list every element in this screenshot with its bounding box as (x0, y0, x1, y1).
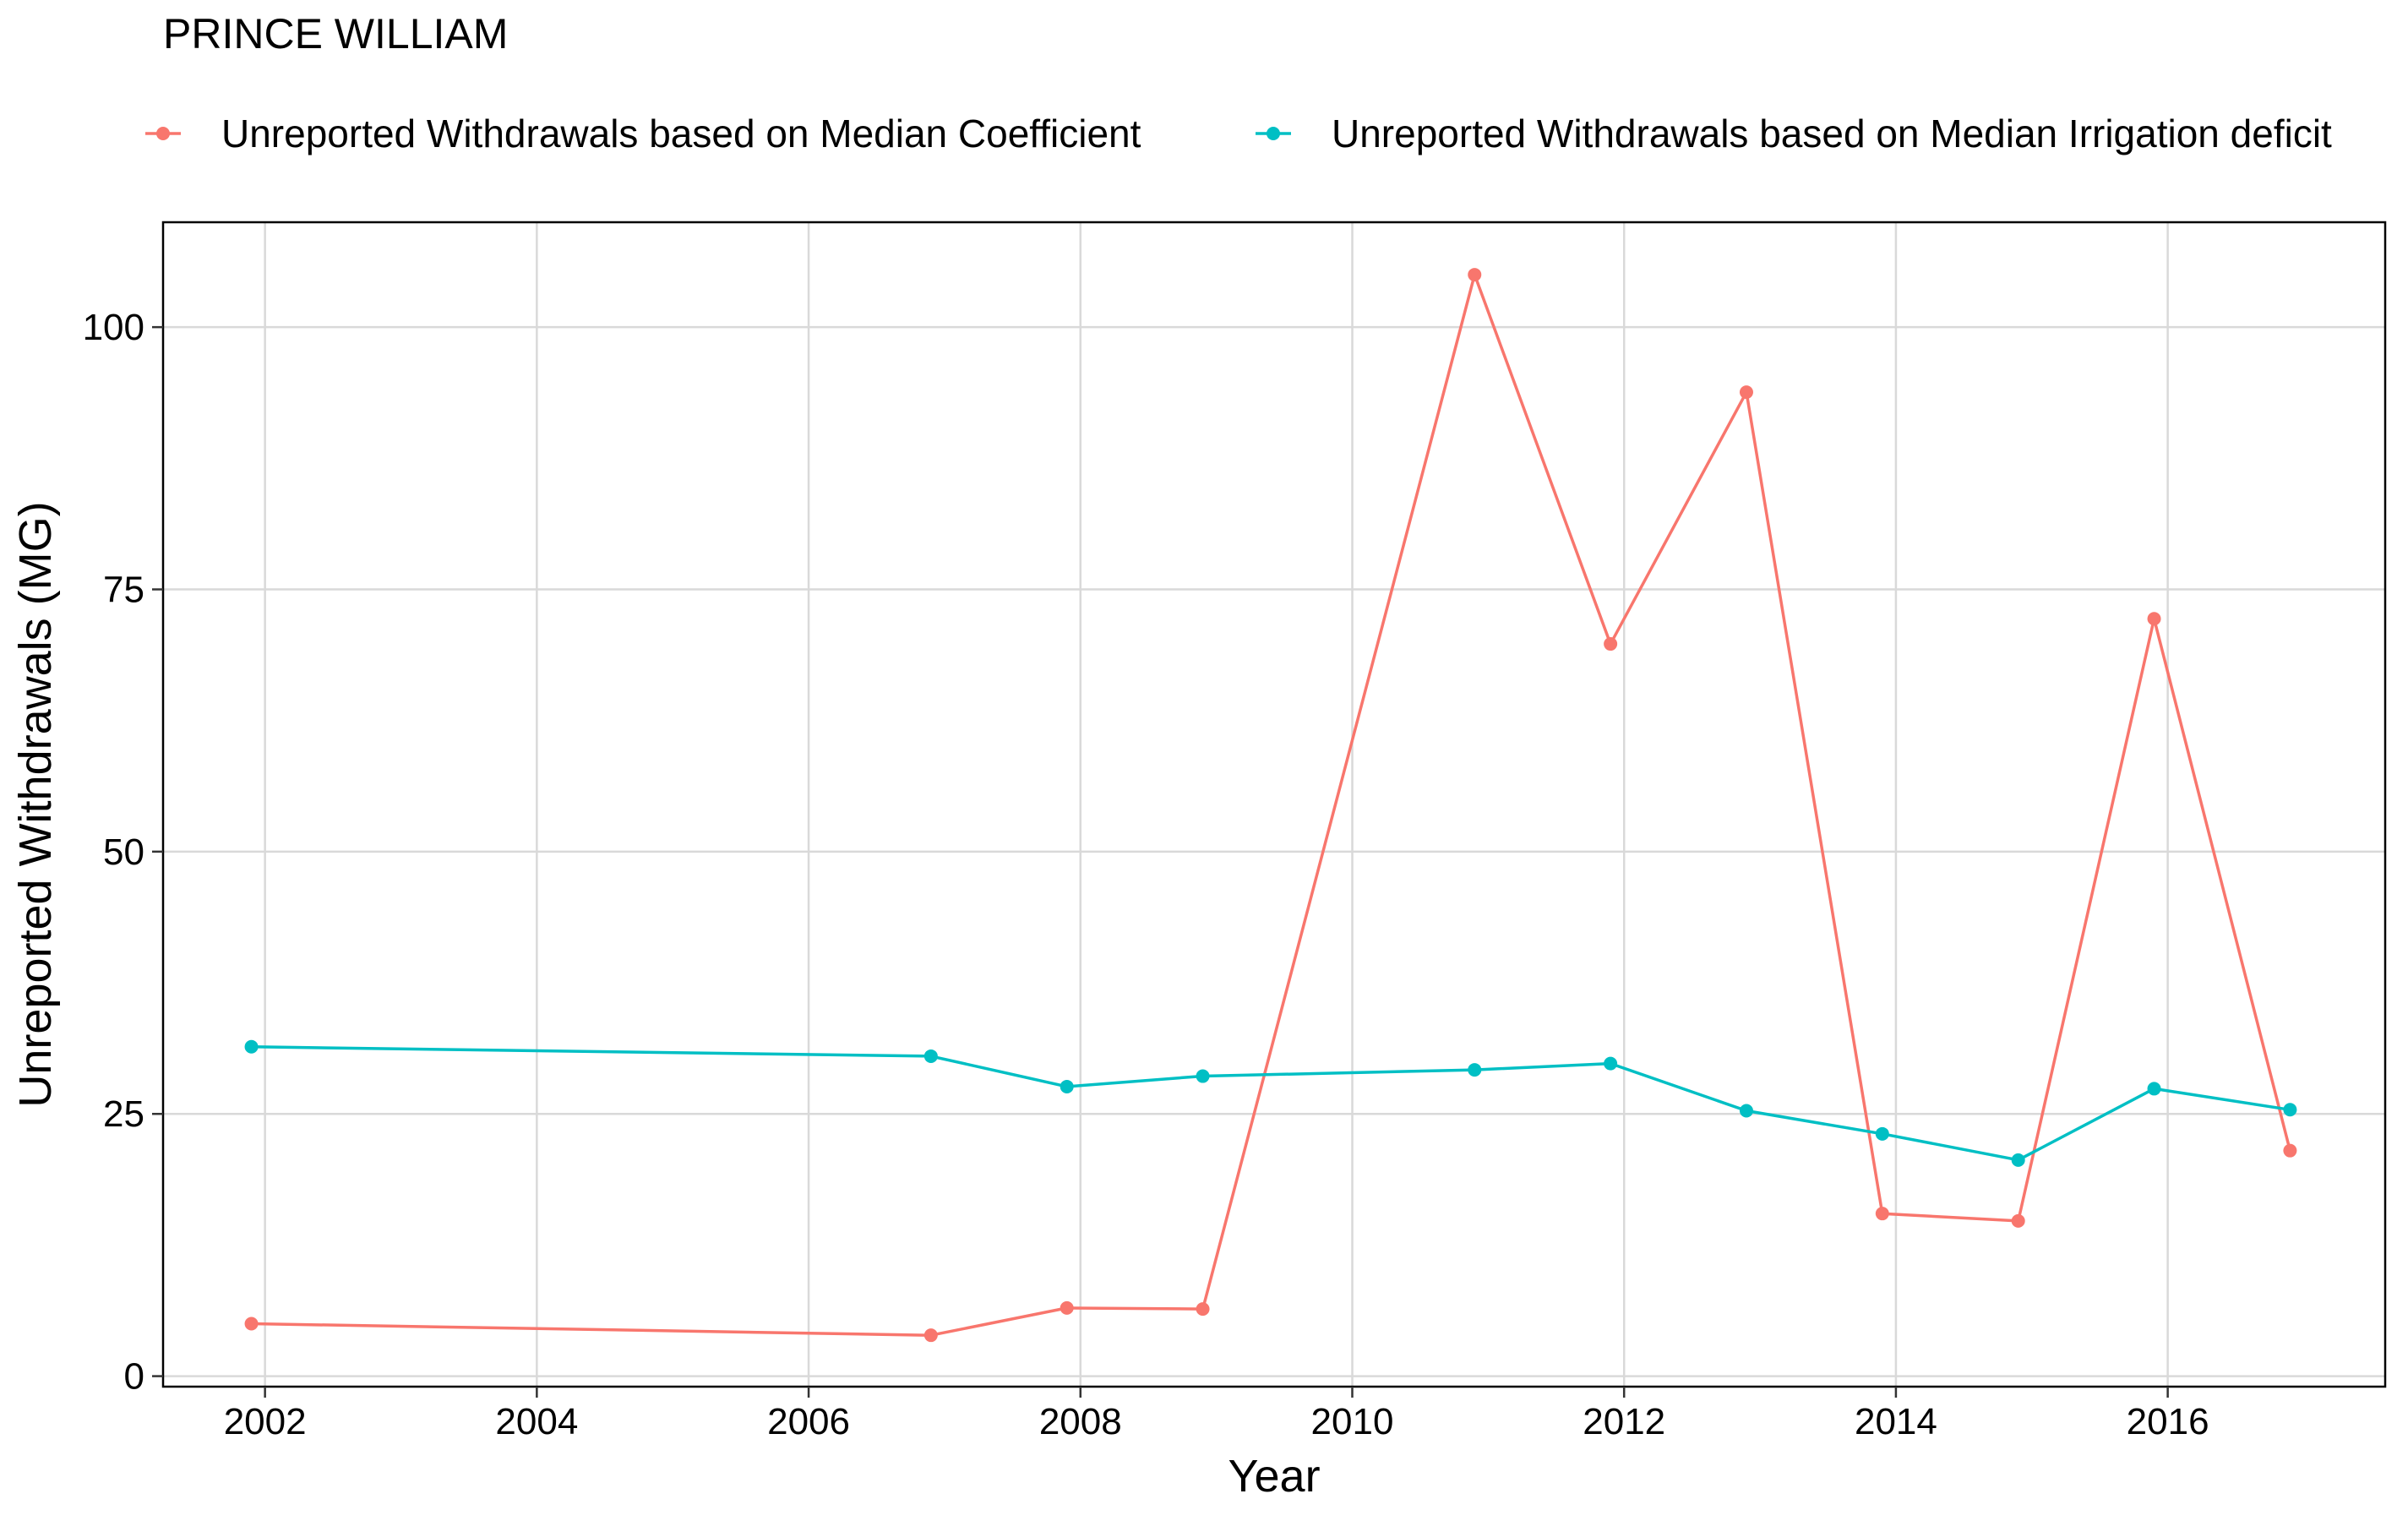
plot-border (161, 221, 2387, 1388)
y-tick-label: 0 (124, 1356, 144, 1398)
x-tick-label: 2002 (224, 1401, 307, 1442)
y-axis: 0 25 50 75 100 (83, 307, 163, 1398)
data-point (2011, 1153, 2025, 1167)
data-point (2283, 1103, 2297, 1117)
data-point (1875, 1126, 1889, 1141)
data-point (244, 1317, 259, 1331)
series-2 (244, 1039, 2297, 1167)
x-tick-label: 2006 (767, 1401, 850, 1442)
legend-item-1: Unreported Withdrawals based on Median C… (145, 112, 1141, 155)
data-point (1060, 1079, 1074, 1093)
x-axis-label: Year (1228, 1451, 1320, 1502)
data-point (1468, 268, 1482, 282)
x-tick-label: 2014 (1855, 1401, 1937, 1442)
data-point (1875, 1207, 1889, 1221)
x-tick-label: 2004 (495, 1401, 578, 1442)
grid (163, 222, 2385, 1387)
legend-key-point (156, 127, 170, 140)
data-point (1604, 637, 1618, 651)
data-point (1604, 1056, 1618, 1071)
y-tick-label: 100 (83, 307, 144, 348)
y-tick-label: 25 (103, 1093, 144, 1135)
legend-key-point (1267, 127, 1280, 140)
legend-item-2: Unreported Withdrawals based on Median I… (1256, 112, 2332, 155)
data-point (1739, 1104, 1753, 1118)
data-point (1739, 385, 1753, 400)
chart-title: PRINCE WILLIAM (163, 10, 508, 57)
data-point (2147, 1082, 2161, 1096)
legend-label: Unreported Withdrawals based on Median C… (221, 112, 1141, 155)
data-point (2011, 1213, 2025, 1228)
data-point (2147, 612, 2161, 626)
data-point (2283, 1143, 2297, 1158)
legend-label: Unreported Withdrawals based on Median I… (1332, 112, 2332, 155)
legend: Unreported Withdrawals based on Median C… (145, 112, 2332, 155)
data-point (1468, 1063, 1482, 1077)
x-tick-label: 2008 (1039, 1401, 1122, 1442)
x-tick-label: 2016 (2127, 1401, 2209, 1442)
data-point (1060, 1300, 1074, 1315)
data-point (1196, 1069, 1210, 1083)
y-tick-label: 75 (103, 570, 144, 611)
data-point (923, 1328, 938, 1343)
data-point (923, 1049, 938, 1063)
series-1 (244, 268, 2297, 1343)
y-tick-label: 50 (103, 831, 144, 873)
x-tick-label: 2012 (1583, 1401, 1665, 1442)
plot-panel (163, 222, 2385, 1387)
y-axis-label: Unreported Withdrawals (MG) (10, 501, 61, 1107)
x-axis: 2002 2004 2006 2008 2010 2012 2014 2016 (224, 1387, 2209, 1442)
data-point (244, 1039, 259, 1054)
data-point (1196, 1302, 1210, 1317)
series-layer (244, 268, 2297, 1343)
x-tick-label: 2010 (1311, 1401, 1394, 1442)
